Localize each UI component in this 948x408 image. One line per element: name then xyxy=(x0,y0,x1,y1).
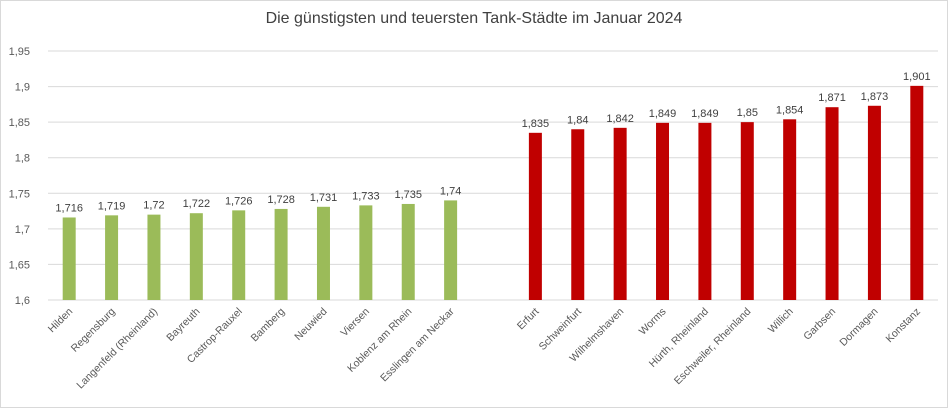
y-axis-ticks: 1,6 1,65 1,7 1,75 1,8 1,85 1,9 1,95 xyxy=(9,46,30,307)
x-tick-label: Bayreuth xyxy=(164,306,202,344)
x-tick-label: Hilden xyxy=(46,306,76,336)
data-label: 1,849 xyxy=(649,108,677,120)
bar xyxy=(232,210,246,300)
y-tick-label: 1,75 xyxy=(9,188,30,200)
data-label: 1,72 xyxy=(143,200,164,212)
data-label: 1,74 xyxy=(440,185,461,197)
y-tick-label: 1,85 xyxy=(9,117,30,129)
data-label: 1,722 xyxy=(183,198,211,210)
x-tick-label: Neuwied xyxy=(292,306,329,343)
y-tick-label: 1,65 xyxy=(9,259,30,271)
data-label: 1,728 xyxy=(267,194,295,206)
data-label: 1,733 xyxy=(352,190,380,202)
x-tick-label: Eschweiler, Rheinland xyxy=(672,306,754,388)
bar xyxy=(359,205,373,300)
bar xyxy=(910,85,924,300)
bar xyxy=(867,105,881,300)
data-label: 1,842 xyxy=(606,113,634,125)
data-label: 1,84 xyxy=(567,114,588,126)
chart-title: Die günstigsten und teuersten Tank-Städt… xyxy=(265,10,683,27)
x-tick-label: Willich xyxy=(766,306,796,336)
bar xyxy=(189,213,203,300)
y-tick-label: 1,9 xyxy=(15,82,30,94)
x-tick-label: Worms xyxy=(637,306,669,338)
data-label: 1,731 xyxy=(310,192,338,204)
x-tick-label: Erfurt xyxy=(515,306,542,333)
data-label: 1,719 xyxy=(98,200,126,212)
bar xyxy=(571,129,585,300)
x-tick-label: Langenfeld (Rheinland) xyxy=(74,306,160,392)
bar xyxy=(401,203,415,300)
data-label: 1,901 xyxy=(903,71,931,83)
gridlines xyxy=(48,50,938,301)
data-label: 1,871 xyxy=(818,92,846,104)
y-tick-label: 1,95 xyxy=(9,46,30,58)
data-label: 1,735 xyxy=(394,189,422,201)
y-tick-label: 1,7 xyxy=(15,224,30,236)
bar xyxy=(698,122,712,301)
y-tick-label: 1,8 xyxy=(15,153,30,165)
x-tick-label: Garbsen xyxy=(801,306,838,343)
bar xyxy=(444,200,458,300)
data-label: 1,849 xyxy=(691,108,719,120)
y-tick-label: 1,6 xyxy=(15,295,30,307)
x-tick-label: Bamberg xyxy=(249,306,288,345)
bar xyxy=(105,215,119,300)
bar xyxy=(62,217,76,300)
data-labels: 1,716 1,719 1,72 1,722 1,726 1,728 1,731 1,733 1… xyxy=(55,71,930,215)
x-tick-label: Viersen xyxy=(338,306,372,340)
bar xyxy=(740,122,754,301)
bar xyxy=(528,132,542,300)
data-label: 1,726 xyxy=(225,195,253,207)
data-label: 1,85 xyxy=(737,107,758,119)
x-tick-label: Dormagen xyxy=(837,306,880,349)
bar xyxy=(825,107,839,301)
bar xyxy=(147,214,161,300)
bar xyxy=(613,127,627,300)
x-tick-label: Konstanz xyxy=(883,306,922,345)
bar xyxy=(656,122,670,301)
data-label: 1,854 xyxy=(776,104,804,116)
bar xyxy=(316,206,330,300)
bar xyxy=(274,208,288,300)
bars xyxy=(62,85,924,301)
bar xyxy=(783,119,797,300)
data-label: 1,716 xyxy=(55,202,83,214)
data-label: 1,835 xyxy=(522,118,550,130)
x-tick-label: Esslingen am Neckar xyxy=(378,305,457,384)
data-label: 1,873 xyxy=(861,91,889,103)
